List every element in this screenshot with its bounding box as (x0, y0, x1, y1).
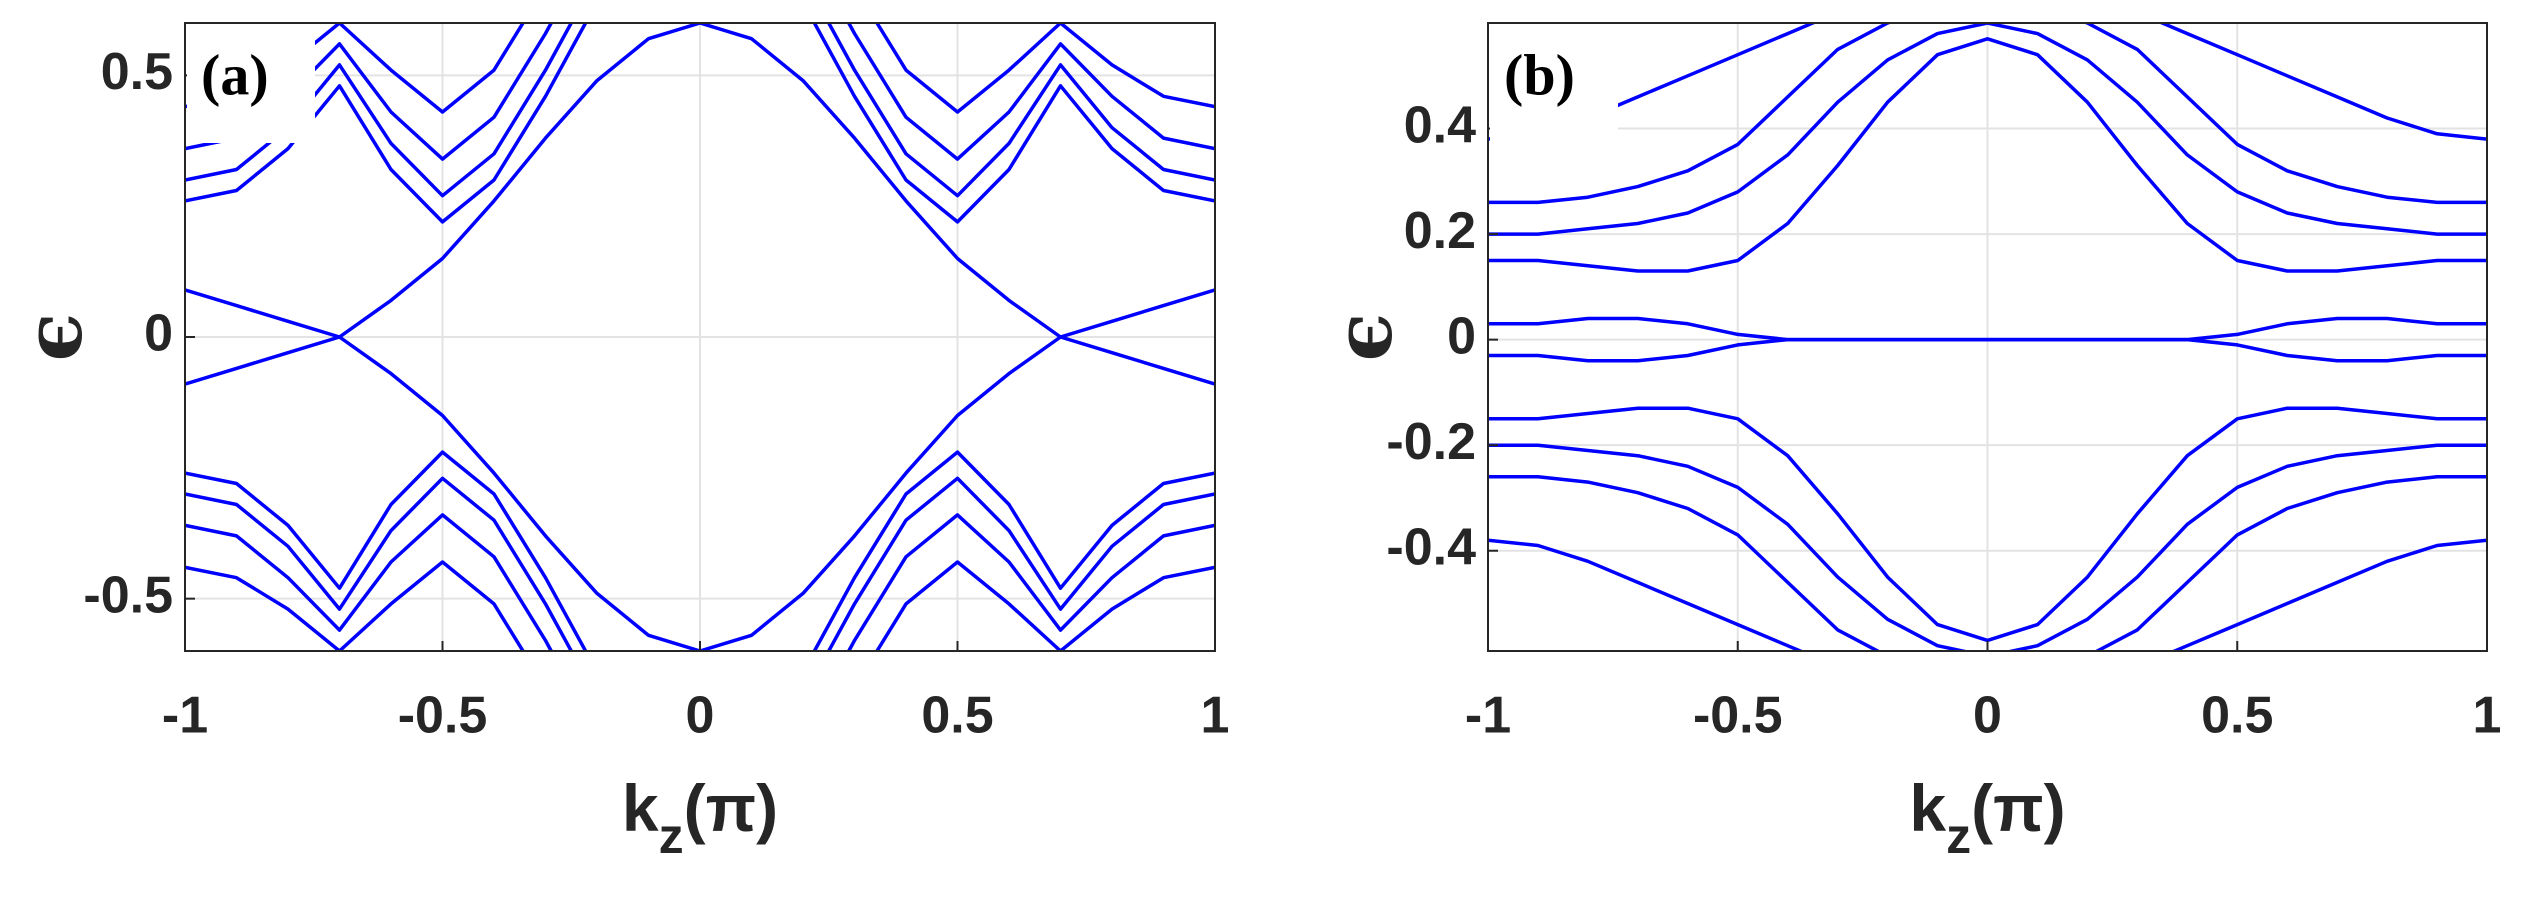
x-tick-label: 0 (1973, 687, 2002, 745)
panel-label-bg (1490, 25, 1618, 143)
y-tick-label: 0.2 (1404, 202, 1476, 260)
panel: -1 -0.5 0 0.5 1 -0.5 0 0.5 kz(π) ϵ (a) (6, 22, 1230, 864)
band-line (1488, 475, 2487, 651)
band-line (1488, 23, 2487, 205)
x-tick-label: 0.5 (921, 687, 993, 745)
x-label-rest: (π) (1971, 771, 2066, 845)
x-tick-label: 0 (686, 687, 715, 745)
band-line (185, 288, 1215, 651)
y-tick-label: 0.5 (101, 43, 173, 101)
x-tick-label: -0.5 (1693, 687, 1783, 745)
y-tick-label: 0.4 (1404, 96, 1476, 154)
band-line (185, 476, 1215, 651)
plot-lines (1488, 23, 2487, 651)
x-axis-label: kz(π) (622, 771, 778, 864)
band-line (185, 23, 1215, 114)
x-label-main: k (1909, 771, 1946, 845)
band-line (1488, 406, 2487, 643)
band-line (1488, 23, 2487, 236)
y-axis-label: ϵ (6, 313, 100, 362)
band-line (1488, 37, 2487, 273)
x-tick-label: -1 (1465, 687, 1511, 745)
band-line (185, 513, 1215, 651)
y-tick-label: -0.2 (1386, 413, 1476, 471)
x-label-rest: (π) (684, 771, 779, 845)
y-tick-label: 0 (1447, 307, 1476, 365)
band-line (185, 23, 1215, 198)
band-line (1488, 443, 2487, 651)
x-label-main: k (622, 771, 659, 845)
band-line (185, 23, 1215, 224)
x-tick-label: 0.5 (2201, 687, 2273, 745)
x-tick-label: -0.5 (398, 687, 488, 745)
x-axis-label: kz(π) (1909, 771, 2065, 864)
band-line (1488, 337, 2487, 363)
panel-label: (a) (201, 42, 269, 107)
x-tick-label: 1 (2473, 687, 2502, 745)
x-label-sub: z (1946, 808, 1971, 864)
x-label-sub: z (659, 808, 684, 864)
band-line (185, 23, 1215, 386)
plot-lines (185, 23, 1215, 651)
panel-label-bg (187, 25, 315, 143)
x-tick-label: -1 (162, 687, 208, 745)
band-line (1488, 23, 2487, 141)
band-line (185, 560, 1215, 651)
band-line (185, 450, 1215, 651)
x-tick-label: 1 (1201, 687, 1230, 745)
y-tick-label: -0.4 (1386, 518, 1476, 576)
band-line (185, 23, 1215, 161)
y-tick-label: -0.5 (83, 566, 173, 624)
panel-label: (b) (1504, 42, 1575, 107)
panel: -1 -0.5 0 0.5 1 -0.4 -0.2 0 0.2 0.4 kz(π) ϵ (b) (1316, 22, 2502, 864)
y-axis-label: ϵ (1316, 313, 1410, 362)
band-line (1488, 538, 2487, 651)
y-tick-label: 0 (144, 305, 173, 363)
